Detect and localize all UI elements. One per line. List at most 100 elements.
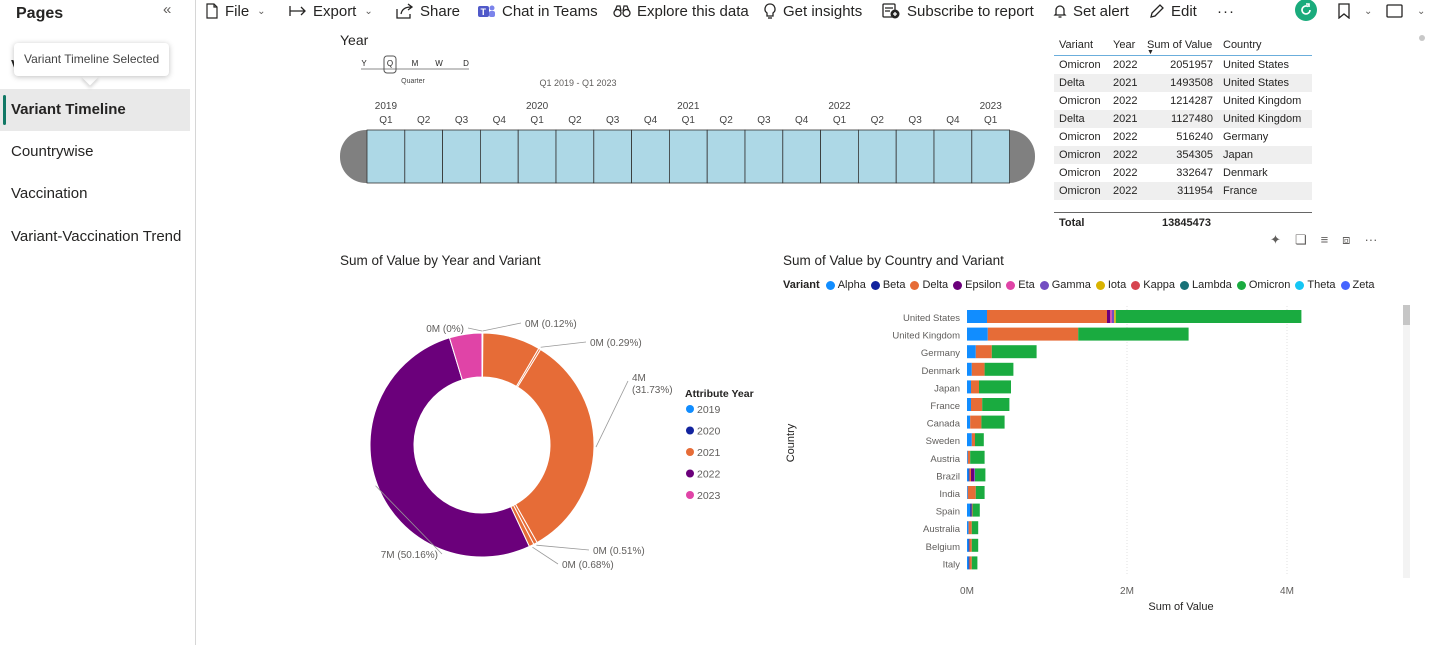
bar-segment[interactable] <box>967 486 976 499</box>
bar-segment[interactable] <box>1107 310 1111 323</box>
donut-legend-marker[interactable] <box>686 426 694 435</box>
timeline-quarter-cell[interactable] <box>782 129 821 184</box>
bar-chart-scrollbar[interactable] <box>1403 305 1410 578</box>
table-header-year[interactable]: Year <box>1113 39 1136 51</box>
bar-segment[interactable] <box>971 503 973 517</box>
table-row[interactable]: Omicron 2022 2051957 United States <box>1054 56 1312 74</box>
timeline-quarter-cell[interactable] <box>971 129 1010 184</box>
legend-item[interactable]: Alpha <box>825 279 866 291</box>
bar-segment[interactable] <box>968 468 970 482</box>
bar-segment[interactable] <box>981 415 1005 429</box>
timeline-quarter-cell[interactable] <box>404 129 444 184</box>
bar-segment[interactable] <box>975 486 985 499</box>
timeline-quarter-cell[interactable] <box>744 129 784 184</box>
donut-legend-label[interactable]: 2019 <box>697 404 721 416</box>
bar-segment[interactable] <box>972 503 980 517</box>
table-row[interactable]: Omicron 2022 311954 France <box>1054 182 1312 200</box>
bar-segment[interactable] <box>967 380 971 394</box>
bar-segment[interactable] <box>967 362 972 376</box>
bar-segment[interactable] <box>1111 310 1115 323</box>
timeline-quarter-cell[interactable] <box>442 129 481 184</box>
bar-segment[interactable] <box>969 556 972 570</box>
bar-segment[interactable] <box>967 398 971 411</box>
bar-segment[interactable] <box>969 468 971 482</box>
page-item-countrywise[interactable]: Countrywise <box>11 143 94 160</box>
copy-icon[interactable]: ❏ <box>1294 232 1307 247</box>
table-header-sum-of-value[interactable]: Sum of Value <box>1147 39 1213 51</box>
more-options-button[interactable]: ··· <box>1217 2 1235 20</box>
more-options-icon[interactable]: ··· <box>1364 232 1378 247</box>
timeline-slicer[interactable]: Y Q M W D Quarter Q1 2019 - Q1 2023 2019 Q1 Q2 Q3 Q… <box>340 52 1040 187</box>
bar-segment[interactable] <box>967 310 987 323</box>
bar-segment[interactable] <box>970 503 972 517</box>
bar-segment[interactable] <box>971 468 975 482</box>
donut-slice[interactable] <box>369 337 530 558</box>
table-row[interactable]: Delta 2021 1127480 United Kingdom <box>1054 110 1312 128</box>
bar-segment[interactable] <box>971 538 979 552</box>
bar-segment[interactable] <box>968 556 970 570</box>
legend-item[interactable]: Theta <box>1295 279 1336 291</box>
table-row[interactable]: Delta 2021 1493508 United States <box>1054 74 1312 92</box>
legend-item[interactable]: Eta <box>1006 279 1035 291</box>
bar-segment[interactable] <box>970 450 985 464</box>
filter-icon[interactable]: ≡ <box>1320 232 1329 247</box>
chat-in-teams-button[interactable]: T Chat in Teams <box>477 1 598 21</box>
bar-segment[interactable] <box>982 398 1010 411</box>
granularity-option-q[interactable]: Q <box>387 59 393 68</box>
bar-segment[interactable] <box>1110 310 1112 323</box>
bar-segment[interactable] <box>971 433 975 447</box>
table-header-variant[interactable]: Variant <box>1059 39 1094 51</box>
donut-chart[interactable]: 0M (0.12%) 0M (0.29%) 4M (31.73%) 0M (0.51%)… <box>340 300 780 590</box>
timeline-quarter-cell[interactable] <box>555 129 595 184</box>
bar-segment[interactable] <box>971 556 978 570</box>
bar-segment[interactable] <box>975 345 992 359</box>
bar-segment[interactable] <box>967 327 988 341</box>
bar-segment[interactable] <box>967 486 968 499</box>
bar-segment[interactable] <box>975 433 984 447</box>
bar-segment[interactable] <box>979 380 1011 394</box>
legend-item[interactable]: Epsilon <box>953 279 1001 291</box>
bar-segment[interactable] <box>971 380 979 394</box>
donut-legend-label[interactable]: 2020 <box>697 426 721 438</box>
page-item-variant-vaccination-trend[interactable]: Variant-Vaccination Trend <box>11 228 182 245</box>
bar-segment[interactable] <box>971 362 985 376</box>
legend-item[interactable]: Delta <box>910 279 948 291</box>
donut-legend-marker[interactable] <box>686 405 694 413</box>
bar-segment[interactable] <box>1115 310 1302 323</box>
bar-segment[interactable] <box>971 398 983 411</box>
table-row[interactable]: Omicron 2022 1214287 United Kingdom <box>1054 92 1312 110</box>
bar-chart-scroll-thumb[interactable] <box>1403 305 1410 325</box>
edit-button[interactable]: Edit <box>1149 1 1197 21</box>
timeline-quarter-cell[interactable] <box>517 129 557 184</box>
timeline-quarter-cell[interactable] <box>858 129 897 184</box>
bar-segment[interactable] <box>967 468 969 482</box>
bar-segment[interactable] <box>967 415 971 429</box>
granularity-option-w[interactable]: W <box>435 59 443 68</box>
timeline-quarter-cell[interactable] <box>479 129 519 184</box>
legend-item[interactable]: Beta <box>870 279 905 291</box>
bar-segment[interactable] <box>967 345 976 359</box>
bar-segment[interactable] <box>967 521 969 535</box>
refresh-button[interactable] <box>1294 0 1324 21</box>
table-row[interactable]: Omicron 2022 354305 Japan <box>1054 146 1312 164</box>
pin-icon[interactable]: ✦ <box>1270 232 1281 247</box>
legend-item[interactable]: Kappa <box>1131 279 1175 291</box>
bar-segment[interactable] <box>974 468 975 482</box>
bar-segment[interactable] <box>991 345 1037 359</box>
granularity-option-d[interactable]: D <box>463 59 469 68</box>
bar-segment[interactable] <box>1078 327 1189 341</box>
granularity-option-y[interactable]: Y <box>361 59 367 68</box>
bar-segment[interactable] <box>967 556 969 570</box>
bar-segment[interactable] <box>967 450 971 464</box>
bar-segment[interactable] <box>967 450 968 464</box>
subscribe-button[interactable]: Subscribe to report <box>882 1 1034 21</box>
bar-segment[interactable] <box>1114 310 1116 323</box>
table-row[interactable]: Omicron 2022 516240 Germany <box>1054 128 1312 146</box>
get-insights-button[interactable]: Get insights <box>763 1 862 21</box>
legend-item[interactable]: Gamma <box>1039 279 1091 291</box>
view-menu[interactable]: ⌄ <box>1386 1 1425 21</box>
bar-segment[interactable] <box>967 538 969 552</box>
focus-mode-icon[interactable]: ⧈ <box>1342 232 1351 247</box>
bookmark-menu[interactable]: ⌄ <box>1338 1 1372 21</box>
timeline-quarter-cell[interactable] <box>706 129 746 184</box>
